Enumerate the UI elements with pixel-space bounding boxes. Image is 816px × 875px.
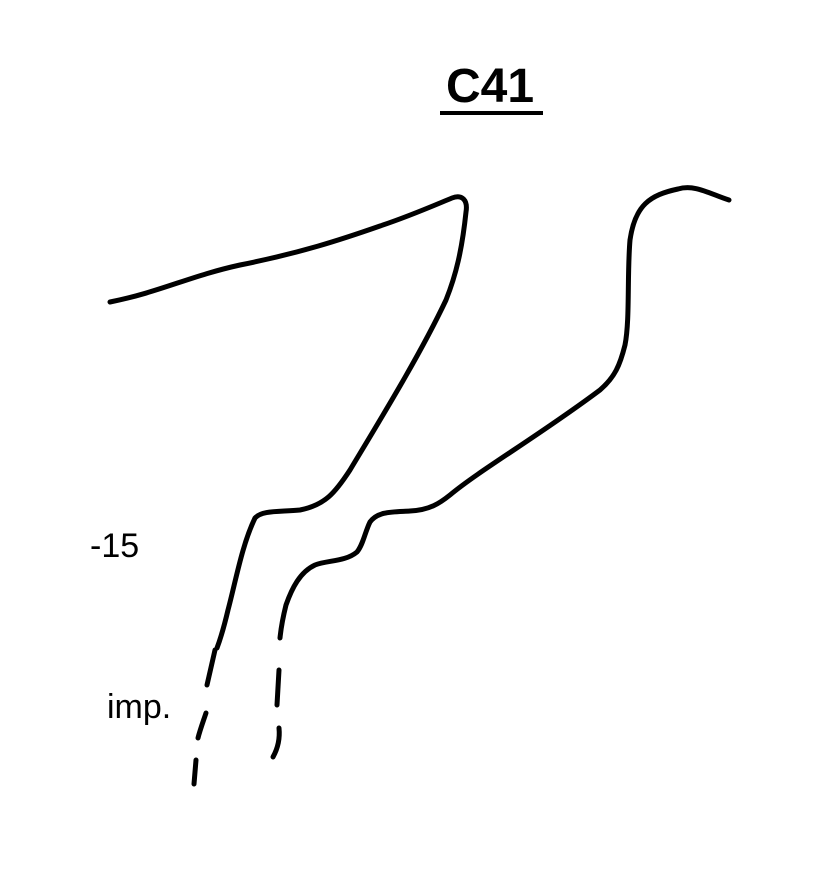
impression-label: imp. — [107, 688, 171, 726]
depth-label: -15 — [90, 527, 139, 565]
outer-dashed-extension — [195, 710, 209, 741]
inner-profile-line — [277, 185, 732, 641]
outer-dashed-extension — [204, 647, 218, 688]
outer-dashed-extension — [191, 757, 199, 787]
inner-dashed-extension — [274, 667, 282, 708]
inner-dashed-extension — [270, 725, 282, 760]
outer-profile-line — [107, 194, 469, 651]
diagram-title: C41 — [446, 60, 534, 113]
